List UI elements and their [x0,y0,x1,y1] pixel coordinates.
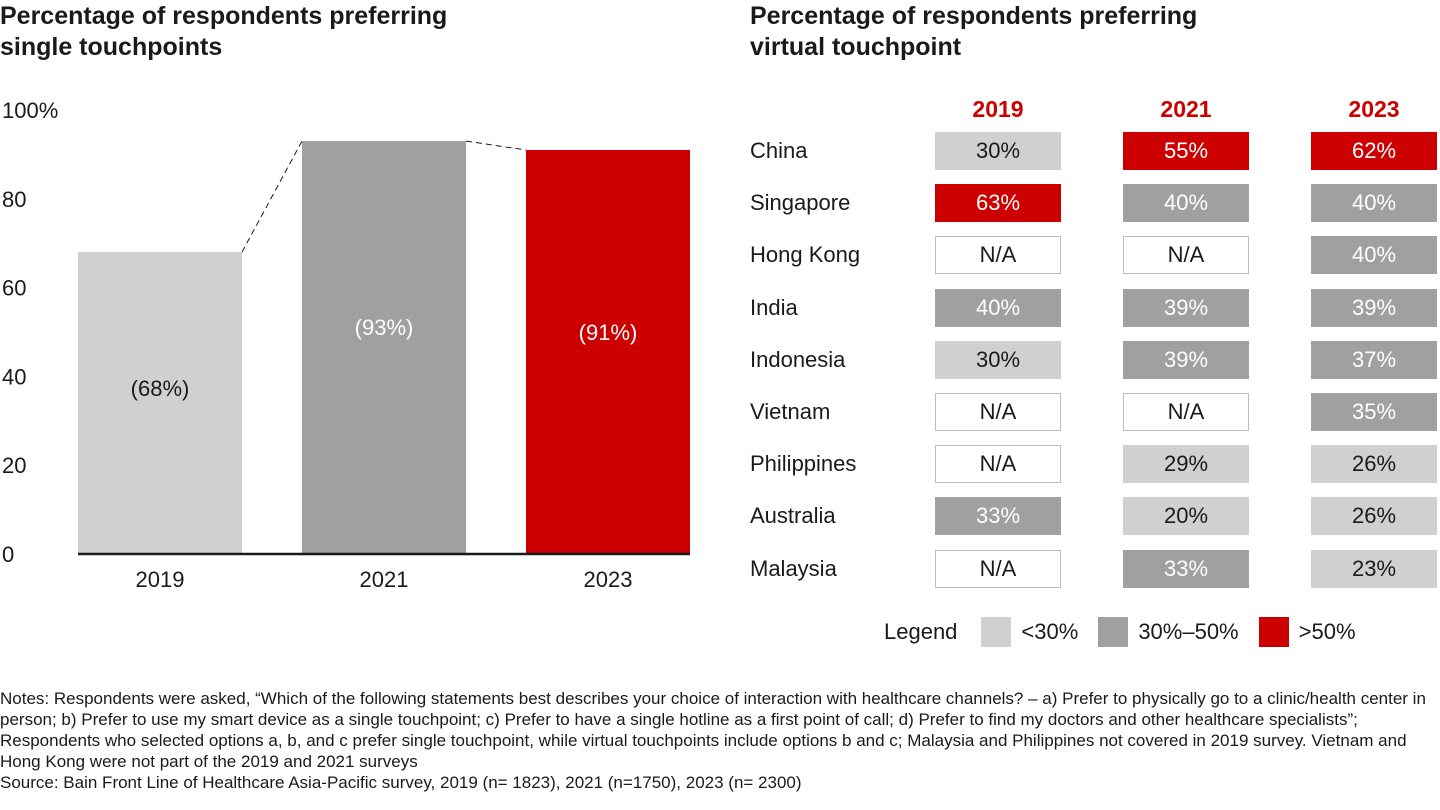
notes-text: Notes: Respondents were asked, “Which of… [0,689,1426,771]
legend-label: <30% [1021,619,1079,644]
country-label: Indonesia [750,346,846,372]
single-touchpoints-bar-chart: 0 20 40 60 80 100% (68%) (93%) (91%) 2019 2021 2023 [2,98,690,592]
x-tick-label: 2023 [584,567,633,592]
table-cell: N/A [935,393,1061,431]
connector-line [465,140,527,151]
y-tick-label: 40 [2,364,26,389]
country-label: Philippines [750,451,857,477]
legend-item: 30%–50% [1098,617,1239,647]
table-cell: 30% [935,132,1061,170]
table-cell: 40% [1311,236,1437,275]
table-cell: 55% [1123,132,1249,170]
legend-item: >50% [1258,617,1356,647]
x-tick-label: 2019 [136,567,185,592]
country-label: India [750,294,798,320]
table-cell: 39% [1123,288,1249,327]
bar-data-label: (68%) [131,376,190,401]
legend-item: <30% [981,617,1078,647]
y-tick-label: 100% [2,98,58,123]
table-cell: 62% [1311,132,1437,170]
table-cell: 40% [1123,184,1249,223]
table-cell: 40% [1311,184,1437,223]
y-tick-label: 80 [2,187,26,212]
year-header-2019: 2019 [972,96,1024,122]
table-cell: 33% [935,497,1061,536]
bar-data-label: (91%) [579,320,638,345]
table-cell: 23% [1311,549,1437,588]
table-cell: 26% [1311,445,1437,484]
table-cell: N/A [1123,236,1249,275]
year-header-2021: 2021 [1160,96,1212,122]
table-cell: 29% [1123,445,1249,484]
table-cell: N/A [935,236,1061,275]
country-label: China [750,138,808,163]
bar-2023 [526,149,690,554]
table-cell: N/A [935,549,1061,588]
y-tick-label: 0 [2,542,14,567]
table-cell: 39% [1311,288,1437,327]
country-label: Singapore [750,190,851,216]
left-chart-title: Percentage of respondents preferring sin… [0,2,448,61]
table-cell: 26% [1311,497,1437,536]
legend: Legend <30% 30%–50% >50% [884,616,1356,648]
footnotes: Notes: Respondents were asked, “Which of… [0,688,1435,793]
country-label: Hong Kong [750,242,861,268]
table-cell: 35% [1311,393,1437,431]
bar-2019 [78,252,242,554]
table-cell: 20% [1123,497,1249,536]
y-tick-label: 20 [2,453,26,478]
connector-line [241,140,303,253]
table-cell: 33% [1123,549,1249,588]
table-cell: 30% [935,340,1061,379]
country-label: Malaysia [750,555,837,581]
legend-swatch [1258,617,1289,647]
year-header-2023: 2023 [1348,96,1400,122]
legend-title: Legend [884,619,958,644]
source-text: Source: Bain Front Line of Healthcare As… [0,773,802,792]
table-cell: 63% [935,184,1061,223]
table-cell: N/A [935,445,1061,484]
legend-label: 30%–50% [1138,619,1239,644]
table-cell: N/A [1123,393,1249,431]
bar-data-label: (93%) [355,315,414,340]
legend-label: >50% [1298,619,1356,644]
right-table-title: Percentage of respondents preferring vir… [750,2,1198,61]
legend-swatch [981,617,1012,647]
legend-swatch [1098,617,1129,647]
table-cell: 40% [935,288,1061,327]
y-tick-label: 60 [2,276,26,301]
x-tick-label: 2021 [360,567,409,592]
country-label: Australia [750,503,836,529]
table-cell: 37% [1311,340,1437,379]
table-cell: 39% [1123,340,1249,379]
bar-2021 [302,141,466,554]
country-label: Vietnam [750,399,831,424]
